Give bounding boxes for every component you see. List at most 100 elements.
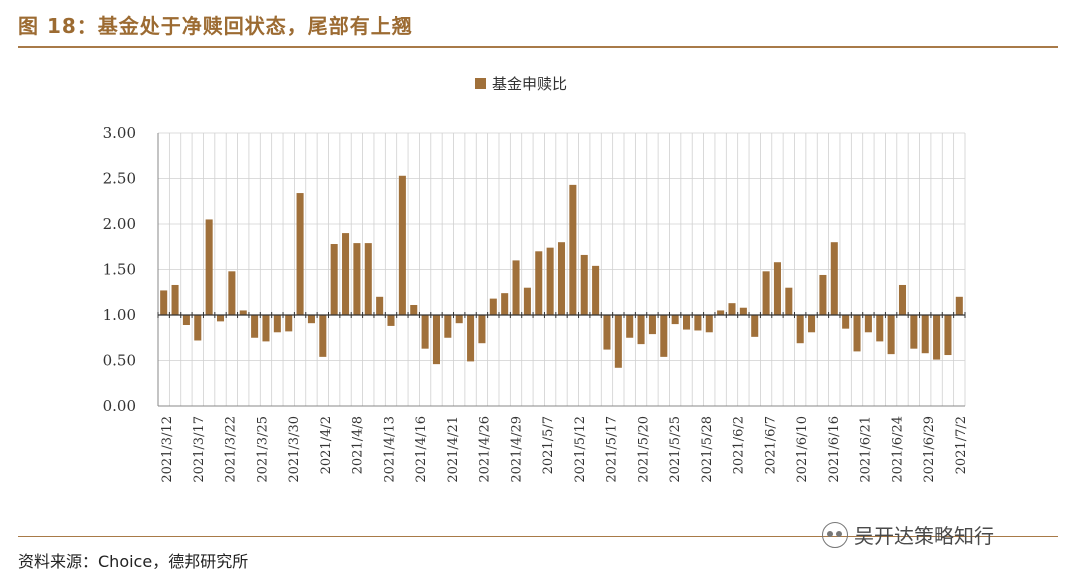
x-tick-label: 2021/5/28 — [700, 416, 715, 483]
x-tick-label: 2021/4/16 — [414, 416, 429, 483]
x-tick-label: 2021/4/26 — [478, 416, 493, 483]
bar — [683, 315, 691, 330]
bar — [876, 315, 884, 342]
bar — [808, 315, 816, 333]
bar — [933, 315, 941, 360]
x-tick-label: 2021/3/25 — [255, 416, 270, 483]
y-tick-label: 1.00 — [103, 306, 136, 324]
bar — [410, 304, 418, 315]
bar — [626, 315, 634, 338]
x-tick-label: 2021/5/17 — [605, 416, 620, 483]
bar — [273, 315, 281, 333]
bar — [432, 315, 440, 365]
y-tick-label: 0.00 — [103, 397, 136, 415]
bar — [648, 315, 656, 335]
x-tick-label: 2021/3/12 — [160, 416, 175, 483]
x-tick-label: 2021/6/24 — [891, 416, 906, 483]
bar — [160, 290, 168, 315]
x-tick-label: 2021/4/13 — [382, 416, 397, 483]
bar — [944, 315, 952, 356]
x-tick-label: 2021/6/2 — [732, 416, 747, 474]
bar — [705, 315, 713, 333]
watermark-text: 吴开达策略知行 — [854, 524, 994, 548]
bar — [285, 315, 293, 332]
x-tick-label: 2021/4/2 — [319, 416, 334, 474]
bar — [830, 242, 838, 315]
bar — [580, 254, 588, 315]
bar — [603, 315, 611, 350]
source-note: 资料来源：Choice，德邦研究所 — [18, 552, 249, 571]
x-tick-label: 2021/5/7 — [541, 416, 556, 474]
footer-rule — [18, 536, 1058, 537]
bar — [501, 293, 509, 315]
bar — [307, 315, 315, 324]
legend-swatch — [475, 78, 486, 89]
bar — [887, 315, 895, 355]
x-tick-label: 2021/6/16 — [827, 416, 842, 483]
bar — [251, 315, 259, 338]
bar — [694, 315, 702, 331]
bar — [364, 243, 372, 315]
plot-area: 0.00 0.50 1.00 1.50 2.00 2.50 3.00 2021/3/12 202… — [103, 124, 969, 483]
bar — [467, 315, 475, 362]
x-tick-label: 2021/6/21 — [859, 416, 874, 483]
bar — [319, 315, 327, 357]
bar — [262, 315, 270, 342]
x-tick-label: 2021/5/25 — [668, 416, 683, 483]
bar — [330, 244, 338, 315]
bar — [751, 315, 759, 337]
bar — [762, 271, 770, 315]
legend: 基金申赎比 — [475, 75, 567, 93]
bar — [898, 284, 907, 315]
bar — [728, 303, 736, 315]
x-tick-label: 2021/6/7 — [763, 416, 778, 474]
bar — [569, 184, 577, 315]
bar — [455, 315, 463, 324]
bar — [216, 315, 225, 322]
bar — [296, 193, 304, 315]
x-tick-label: 2021/5/20 — [636, 416, 651, 483]
bar — [421, 315, 429, 349]
wechat-icon — [822, 521, 848, 548]
bar — [660, 315, 668, 357]
bar — [842, 315, 850, 329]
bar — [444, 315, 452, 338]
legend-label: 基金申赎比 — [492, 75, 567, 93]
bar — [592, 265, 600, 315]
bar — [796, 315, 804, 344]
x-tick-label: 2021/4/21 — [446, 416, 461, 483]
bar — [512, 260, 520, 315]
bar — [535, 251, 543, 315]
bar — [376, 296, 384, 315]
bar — [955, 296, 963, 315]
bar — [773, 262, 781, 315]
bar — [671, 315, 679, 325]
bar — [546, 247, 554, 315]
bar — [489, 298, 497, 315]
bar — [398, 175, 406, 315]
y-tick-label: 3.00 — [103, 124, 136, 142]
y-tick-label: 1.50 — [103, 261, 136, 279]
x-tick-label: 2021/6/29 — [922, 416, 937, 483]
bar — [342, 233, 350, 315]
x-tick-label: 2021/4/29 — [509, 416, 524, 483]
watermark: 吴开达策略知行 — [822, 520, 994, 549]
y-tick-label: 2.50 — [103, 170, 136, 188]
bar-chart: 基金申赎比 0.00 0.50 1.00 1.50 2.00 2.50 3.00 2021/3… — [102, 75, 969, 483]
bar — [387, 315, 395, 326]
title-rule — [18, 46, 1058, 48]
y-tick-label: 2.00 — [103, 215, 136, 233]
bar — [637, 315, 645, 345]
bar — [739, 307, 747, 315]
bar — [717, 310, 725, 315]
bar — [921, 315, 929, 354]
bar — [614, 315, 622, 368]
bar — [182, 315, 190, 326]
bar — [853, 315, 861, 352]
x-tick-label: 2021/4/8 — [351, 416, 366, 474]
x-tick-label: 2021/3/30 — [287, 416, 302, 483]
bar — [194, 315, 202, 341]
bar — [228, 271, 236, 315]
x-tick-label: 2021/5/12 — [573, 416, 588, 483]
bar — [864, 315, 872, 333]
